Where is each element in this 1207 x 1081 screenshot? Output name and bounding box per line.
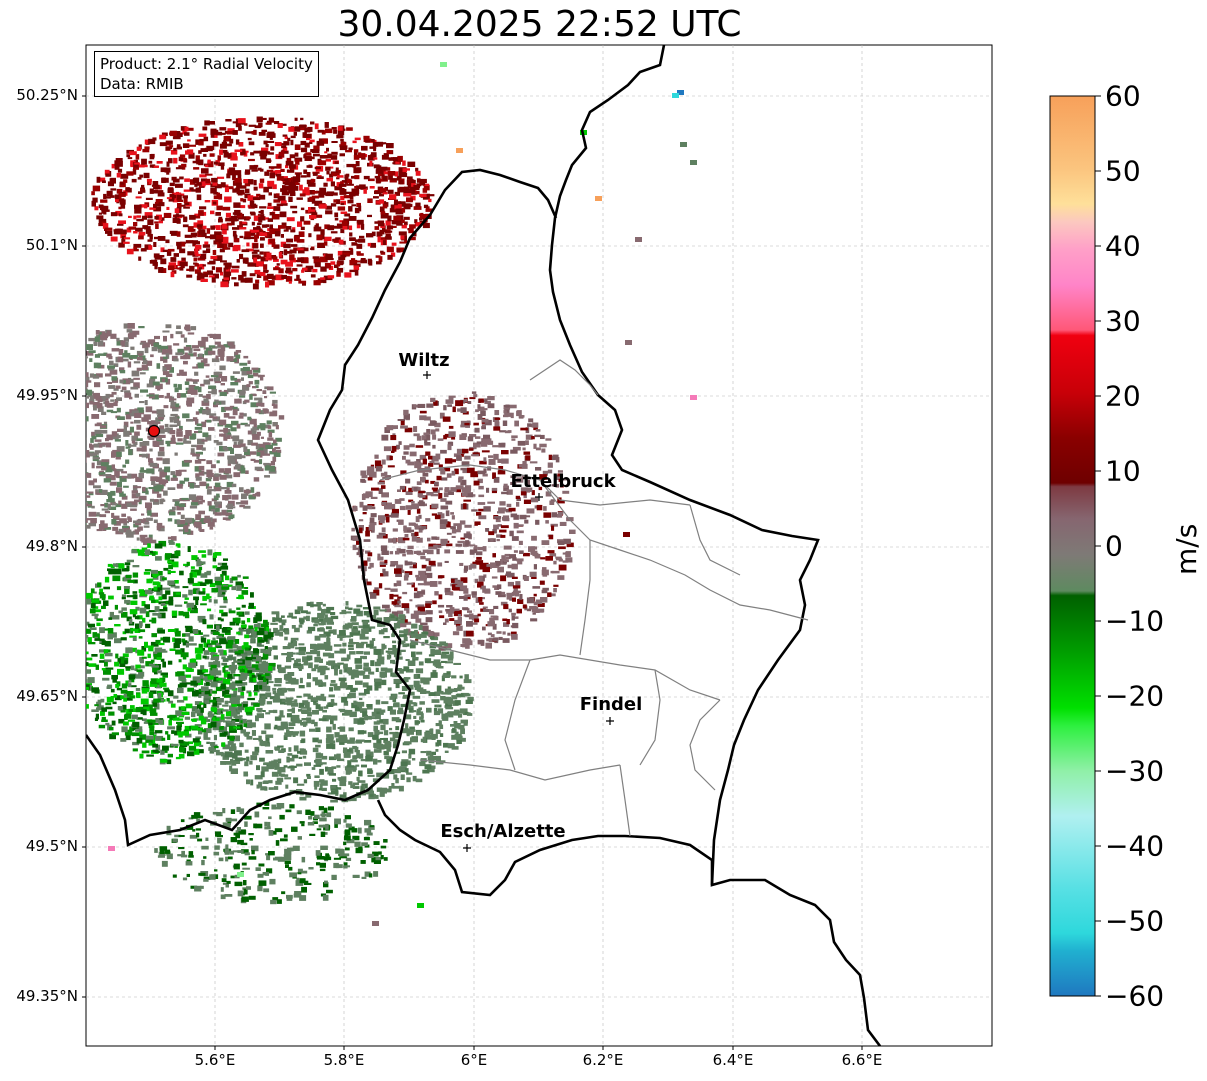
country-border xyxy=(376,799,714,897)
city-marker-ettelbruck xyxy=(535,493,543,501)
colorbar-tick-label: −60 xyxy=(1105,979,1165,1013)
canton-borders xyxy=(379,359,809,837)
colorbar-tick-label: −40 xyxy=(1105,829,1165,863)
city-marker-findel xyxy=(606,717,614,725)
city-markers xyxy=(423,371,614,852)
info-box: Product: 2.1° Radial Velocity Data: RMIB xyxy=(94,51,319,97)
city-marker-wiltz xyxy=(423,371,431,379)
city-marker-esch xyxy=(463,844,471,852)
city-label-esch: Esch/Alzette xyxy=(440,821,566,842)
colorbar xyxy=(1049,95,1101,997)
data-source-label: Data: RMIB xyxy=(100,75,184,93)
map-grid xyxy=(86,45,992,1046)
lon-label: 6.4°E xyxy=(712,1051,754,1069)
colorbar-tick-label: 20 xyxy=(1105,379,1141,413)
colorbar-tick-label: −50 xyxy=(1105,904,1165,938)
lat-label: 50.25°N xyxy=(16,86,78,104)
colorbar-tick-label: 0 xyxy=(1105,529,1123,563)
city-label-wiltz: Wiltz xyxy=(398,350,450,371)
lon-label: 6.2°E xyxy=(582,1051,624,1069)
country-border xyxy=(86,168,558,847)
colorbar-unit-label: m/s xyxy=(1170,523,1203,575)
lat-label: 49.8°N xyxy=(25,537,78,555)
colorbar-tick-label: 60 xyxy=(1105,79,1141,113)
colorbar-tick-label: 50 xyxy=(1105,154,1141,188)
colorbar-scale xyxy=(1049,95,1096,997)
city-label-ettelbruck: Ettelbruck xyxy=(510,471,616,492)
plot-title: 30.04.2025 22:52 UTC xyxy=(337,4,742,45)
colorbar-tick-label: −30 xyxy=(1105,754,1165,788)
lon-label: 6.6°E xyxy=(841,1051,883,1069)
colorbar-tick-label: 40 xyxy=(1105,229,1141,263)
axis-ticks xyxy=(82,95,863,1050)
product-label: Product: 2.1° Radial Velocity xyxy=(100,55,313,73)
colorbar-tick-label: 30 xyxy=(1105,304,1141,338)
lon-label: 5.8°E xyxy=(323,1051,365,1069)
country-border xyxy=(548,45,882,1046)
lon-label: 6°E xyxy=(460,1051,488,1069)
colorbar-tick-label: −10 xyxy=(1105,604,1165,638)
colorbar-tick-label: −20 xyxy=(1105,679,1165,713)
radar-site-marker xyxy=(147,424,161,438)
lat-label: 49.95°N xyxy=(16,386,78,404)
lon-label: 5.6°E xyxy=(194,1051,236,1069)
lat-label: 49.5°N xyxy=(25,837,78,855)
colorbar-tick-label: 10 xyxy=(1105,454,1141,488)
lat-label: 49.35°N xyxy=(16,987,78,1005)
lat-label: 49.65°N xyxy=(16,687,78,705)
city-label-findel: Findel xyxy=(579,694,643,715)
lat-label: 50.1°N xyxy=(25,236,78,254)
radar-echo-layer xyxy=(86,62,697,926)
